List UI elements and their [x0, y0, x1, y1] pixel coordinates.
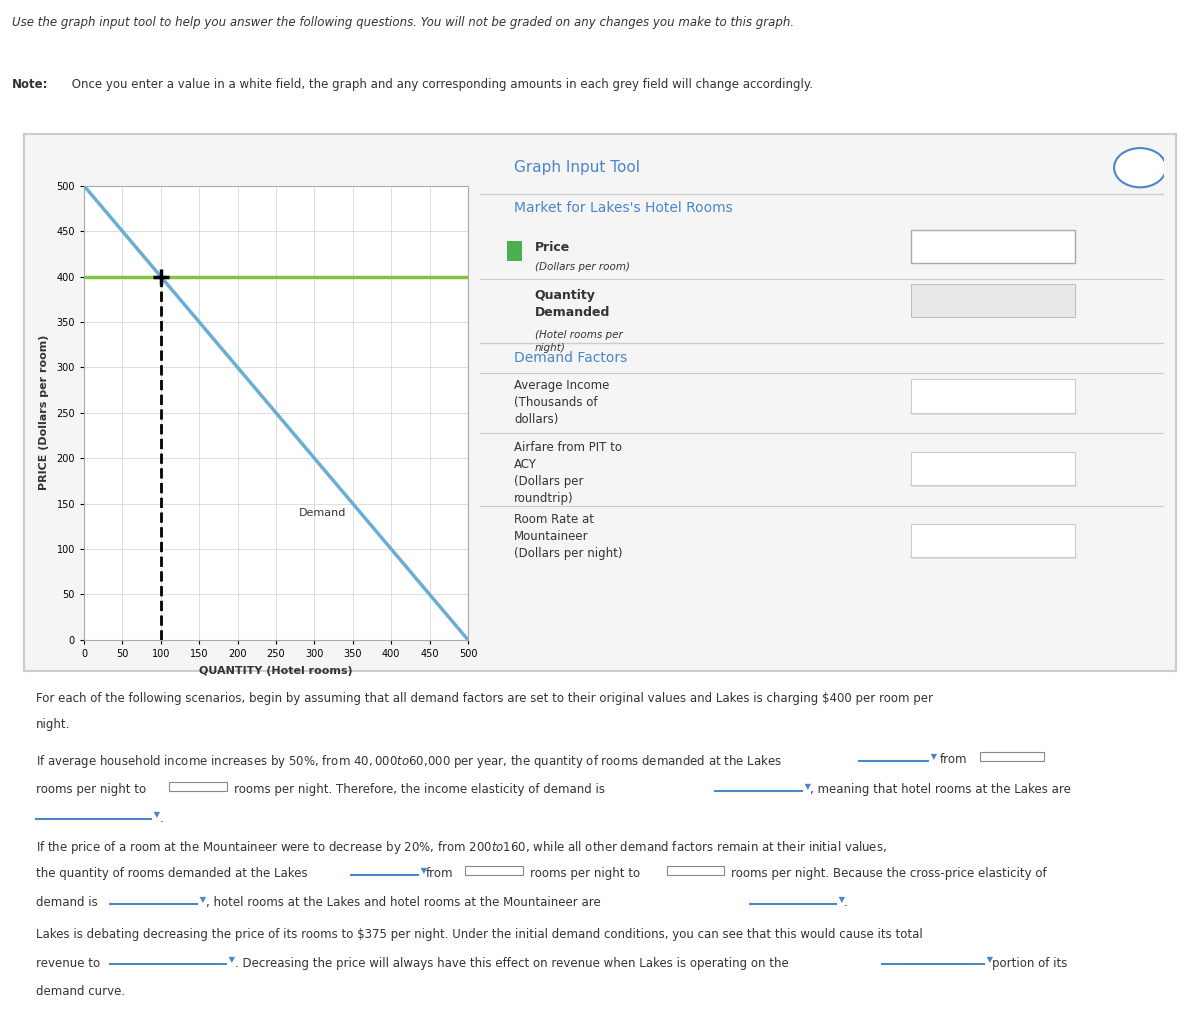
Text: rooms per night to: rooms per night to — [529, 867, 640, 880]
Text: ▼: ▼ — [197, 895, 206, 904]
Text: rooms per night to: rooms per night to — [36, 783, 145, 796]
Text: from: from — [426, 867, 454, 880]
Text: rooms per night. Therefore, the income elasticity of demand is: rooms per night. Therefore, the income e… — [234, 783, 605, 796]
Text: 400: 400 — [982, 239, 1004, 253]
Text: Demand Factors: Demand Factors — [515, 351, 628, 365]
Text: night.: night. — [36, 718, 70, 731]
Text: Average Income
(Thousands of
dollars): Average Income (Thousands of dollars) — [515, 380, 610, 426]
FancyBboxPatch shape — [667, 866, 725, 875]
Text: the quantity of rooms demanded at the Lakes: the quantity of rooms demanded at the La… — [36, 867, 307, 880]
Text: .: . — [845, 896, 848, 909]
Text: (Hotel rooms per
night): (Hotel rooms per night) — [535, 330, 623, 353]
Text: ▼: ▼ — [836, 895, 845, 904]
Text: For each of the following scenarios, begin by assuming that all demand factors a: For each of the following scenarios, beg… — [36, 691, 932, 705]
Text: from: from — [940, 753, 967, 766]
Text: Airfare from PIT to
ACY
(Dollars per
roundtrip): Airfare from PIT to ACY (Dollars per rou… — [515, 442, 623, 506]
FancyBboxPatch shape — [980, 752, 1044, 762]
Text: ▼: ▼ — [418, 866, 427, 875]
FancyBboxPatch shape — [169, 782, 227, 791]
Text: 100: 100 — [982, 461, 1004, 475]
Text: Note:: Note: — [12, 78, 48, 92]
Text: , hotel rooms at the Lakes and hotel rooms at the Mountaineer are: , hotel rooms at the Lakes and hotel roo… — [206, 896, 601, 909]
FancyBboxPatch shape — [911, 380, 1075, 413]
Text: (Dollars per room): (Dollars per room) — [535, 262, 630, 272]
Text: Use the graph input tool to help you answer the following questions. You will no: Use the graph input tool to help you ans… — [12, 17, 794, 29]
Text: If the price of a room at the Mountaineer were to decrease by 20%, from $200 to : If the price of a room at the Mountainee… — [36, 839, 887, 856]
FancyBboxPatch shape — [911, 452, 1075, 485]
FancyBboxPatch shape — [911, 284, 1075, 317]
Text: demand curve.: demand curve. — [36, 986, 125, 998]
FancyBboxPatch shape — [911, 524, 1075, 557]
Text: revenue to: revenue to — [36, 957, 100, 969]
Text: Demand: Demand — [299, 508, 347, 518]
Text: Price: Price — [535, 241, 570, 254]
Text: ▼: ▼ — [929, 752, 937, 762]
X-axis label: QUANTITY (Hotel rooms): QUANTITY (Hotel rooms) — [199, 666, 353, 676]
Y-axis label: PRICE (Dollars per room): PRICE (Dollars per room) — [40, 335, 49, 490]
FancyBboxPatch shape — [508, 241, 522, 260]
Circle shape — [1114, 149, 1166, 188]
Text: If average household income increases by 50%, from $40,000 to $60,000 per year, : If average household income increases by… — [36, 753, 781, 770]
Text: ?: ? — [1136, 160, 1144, 173]
FancyBboxPatch shape — [911, 230, 1075, 263]
Text: ▼: ▼ — [802, 781, 811, 791]
FancyBboxPatch shape — [466, 866, 523, 875]
Text: , meaning that hotel rooms at the Lakes are: , meaning that hotel rooms at the Lakes … — [810, 783, 1070, 796]
Text: . Decreasing the price will always have this effect on revenue when Lakes is ope: . Decreasing the price will always have … — [235, 957, 788, 969]
Text: ▼: ▼ — [984, 956, 992, 964]
Text: demand is: demand is — [36, 896, 97, 909]
Text: ▼: ▼ — [151, 810, 160, 818]
Text: Market for Lakes's Hotel Rooms: Market for Lakes's Hotel Rooms — [515, 201, 733, 216]
Text: Lakes is debating decreasing the price of its rooms to $375 per night. Under the: Lakes is debating decreasing the price o… — [36, 929, 923, 941]
Text: ▼: ▼ — [226, 956, 235, 964]
Text: Once you enter a value in a white field, the graph and any corresponding amounts: Once you enter a value in a white field,… — [68, 78, 814, 92]
Text: Graph Input Tool: Graph Input Tool — [515, 160, 641, 175]
Text: .: . — [160, 811, 163, 825]
Text: portion of its: portion of its — [991, 957, 1067, 969]
Text: rooms per night. Because the cross-price elasticity of: rooms per night. Because the cross-price… — [731, 867, 1046, 880]
Text: Room Rate at
Mountaineer
(Dollars per night): Room Rate at Mountaineer (Dollars per ni… — [515, 514, 623, 560]
Text: 40: 40 — [985, 389, 1001, 402]
Text: Quantity
Demanded: Quantity Demanded — [535, 289, 610, 319]
Text: 200: 200 — [982, 534, 1004, 547]
Text: 100: 100 — [982, 294, 1004, 307]
